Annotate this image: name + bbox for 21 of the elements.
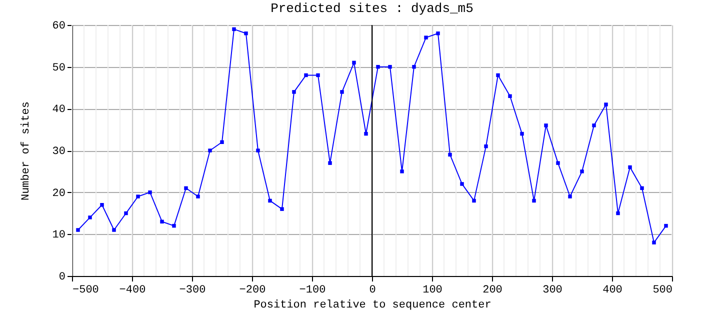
y-tick-label: 60 [52,20,66,32]
x-tick-label: 200 [482,284,502,296]
x-axis-title: Position relative to sequence center [254,300,492,312]
x-tick-label: −400 [119,284,146,296]
x-tick-label: 100 [422,284,442,296]
y-tick-label: 50 [52,62,66,74]
y-axis-title: Number of sites [20,101,32,201]
x-tick-label: 500 [652,284,672,296]
x-tick-label: 0 [369,284,376,296]
y-tick-label: 40 [52,104,66,116]
x-tick-label: 300 [542,284,562,296]
x-tick-label: −500 [72,284,99,296]
chart-title: Predicted sites : dyads_m5 [270,1,474,16]
x-tick-label: 400 [602,284,622,296]
y-tick-label: 0 [58,272,66,284]
x-tick-label: −100 [299,284,326,296]
x-tick-label: −200 [239,284,266,296]
x-tick-label: −300 [179,284,206,296]
y-tick-label: 30 [52,146,66,158]
y-tick-label: 10 [52,230,66,242]
y-tick-label: 20 [52,188,66,200]
